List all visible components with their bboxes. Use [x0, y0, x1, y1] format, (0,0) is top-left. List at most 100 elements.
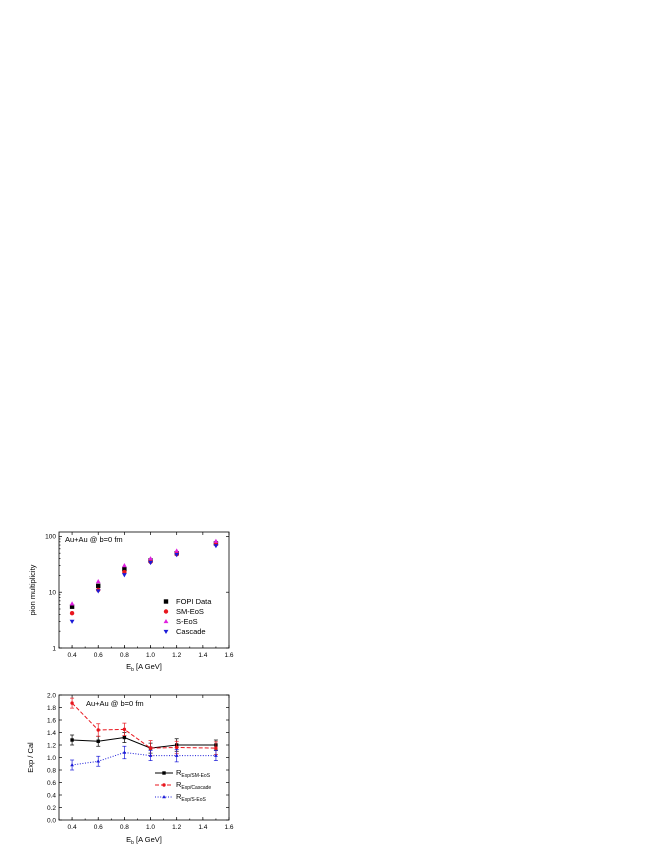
data-point — [148, 560, 153, 566]
legend-label-sub: Exp/Cascade — [181, 785, 211, 791]
data-point — [121, 563, 127, 568]
legend-marker — [163, 599, 169, 604]
x-tick-label: 0.4 — [68, 824, 77, 831]
legend-label: SM-EoS — [176, 607, 204, 616]
panel-pion-multiplicity: 0.4 0.6 0.8 1.0 1.2 1.4 1.6 1 10 100 Au+Au @ b=0 … — [28, 531, 234, 673]
y-tick-label: 0.8 — [47, 767, 56, 774]
legend-label: RExp/Cascade — [176, 780, 211, 791]
x-tick-label: 1.2 — [172, 824, 181, 831]
x-axis-label-rest: [A GeV] — [134, 835, 162, 844]
y-tick-label: 0.2 — [47, 805, 56, 812]
data-point — [95, 589, 101, 594]
legend-label: RExp/SM-EoS — [176, 768, 211, 779]
x-tick-label: 0.4 — [68, 652, 77, 659]
data-point — [95, 579, 101, 584]
data-point — [121, 573, 127, 578]
series-line — [72, 751, 216, 766]
data-point — [70, 738, 74, 742]
data-point — [214, 753, 218, 757]
data-point — [96, 739, 100, 743]
y-axis-label: pion multiplicity — [28, 564, 37, 615]
legend-label: RExp/S-EoS — [176, 792, 207, 803]
data-point — [69, 604, 75, 609]
x-tick-label: 0.8 — [120, 824, 129, 831]
data-point — [69, 611, 75, 616]
panel-exp-cal-ratio: 0.4 0.6 0.8 1.0 1.2 1.4 1.6 0.0 0.2 0.4 0.6 0.8 1.0 1… — [26, 692, 234, 846]
x-tick-label: 0.6 — [94, 652, 103, 659]
data-point — [174, 548, 180, 553]
legend-label: Cascade — [176, 627, 206, 636]
y-tick-label: 1 — [52, 645, 56, 652]
x-tick-label: 1.4 — [198, 824, 207, 831]
x-axis-label: Eb [A GeV] — [126, 835, 162, 846]
legend-label-main: R — [176, 792, 182, 801]
y-tick-label: 1.8 — [47, 705, 56, 712]
axis-ticks: 0.4 0.6 0.8 1.0 1.2 1.4 1.6 0.0 0.2 0.4 0.6 0.8 1.0 1… — [47, 692, 234, 831]
data-point — [174, 753, 179, 757]
x-axis-label-main: E — [126, 662, 131, 671]
data-point — [148, 753, 153, 757]
data-point — [122, 566, 127, 572]
legend-label: S-EoS — [176, 617, 198, 626]
series-line — [72, 736, 216, 749]
y-tick-label: 1.2 — [47, 742, 56, 749]
data-lines — [70, 697, 218, 771]
data-point — [214, 746, 218, 750]
y-tick-label: 1.4 — [47, 730, 56, 737]
x-tick-label: 1.4 — [198, 652, 207, 659]
legend-label-sub: Exp/SM-EoS — [181, 773, 210, 779]
y-tick-label: 1.0 — [47, 755, 56, 762]
data-point — [70, 701, 74, 705]
data-point — [70, 763, 74, 767]
data-point — [96, 728, 100, 732]
y-axis-label: Exp / Cal — [26, 742, 35, 773]
x-tick-label: 1.6 — [224, 652, 233, 659]
data-point — [148, 746, 153, 750]
legend-marker — [163, 629, 169, 635]
data-point — [122, 735, 127, 740]
legend-label-main: R — [176, 780, 182, 789]
legend-label: FOPI Data — [176, 597, 212, 606]
y-tick-label: 1.6 — [47, 717, 56, 724]
y-tick-label: 0.4 — [47, 792, 56, 799]
plot-frame — [58, 531, 230, 649]
data-point — [148, 556, 153, 561]
y-tick-label: 0.6 — [47, 780, 56, 787]
data-point — [69, 619, 75, 624]
y-tick-label: 100 — [45, 534, 56, 541]
x-tick-label: 1.6 — [224, 824, 233, 831]
legend-marker — [162, 771, 166, 775]
x-axis-label-rest: [A GeV] — [134, 662, 162, 671]
chart-title: Au+Au @ b=0 fm — [86, 699, 144, 708]
y-tick-label: 0.0 — [47, 817, 56, 824]
legend-marker — [162, 783, 166, 787]
chart-title: Au+Au @ b=0 fm — [65, 535, 123, 544]
legend-label-main: R — [176, 768, 182, 777]
series-line — [71, 702, 216, 749]
x-tick-label: 0.6 — [94, 824, 103, 831]
data-points — [69, 538, 219, 624]
x-axis-label-sub: b — [131, 840, 134, 846]
x-axis-label-main: E — [126, 835, 131, 844]
y-tick-label: 2.0 — [47, 692, 56, 699]
x-tick-label: 1.2 — [172, 652, 181, 659]
data-point — [69, 601, 75, 606]
x-axis-label-sub: b — [131, 667, 134, 673]
data-point — [96, 583, 101, 589]
axis-ticks: 0.4 0.6 0.8 1.0 1.2 1.4 1.6 1 10 100 — [45, 532, 234, 659]
legend-marker — [163, 618, 169, 624]
legend-marker — [162, 795, 166, 799]
data-point — [174, 745, 179, 750]
x-tick-label: 1.0 — [146, 652, 155, 659]
x-axis-label: Eb [A GeV] — [126, 662, 162, 673]
y-tick-label: 10 — [49, 590, 57, 597]
data-point — [213, 544, 219, 549]
x-tick-label: 1.0 — [146, 824, 155, 831]
legend-marker — [163, 609, 169, 614]
data-point — [96, 759, 101, 763]
data-point — [122, 569, 127, 575]
data-point — [122, 727, 127, 732]
